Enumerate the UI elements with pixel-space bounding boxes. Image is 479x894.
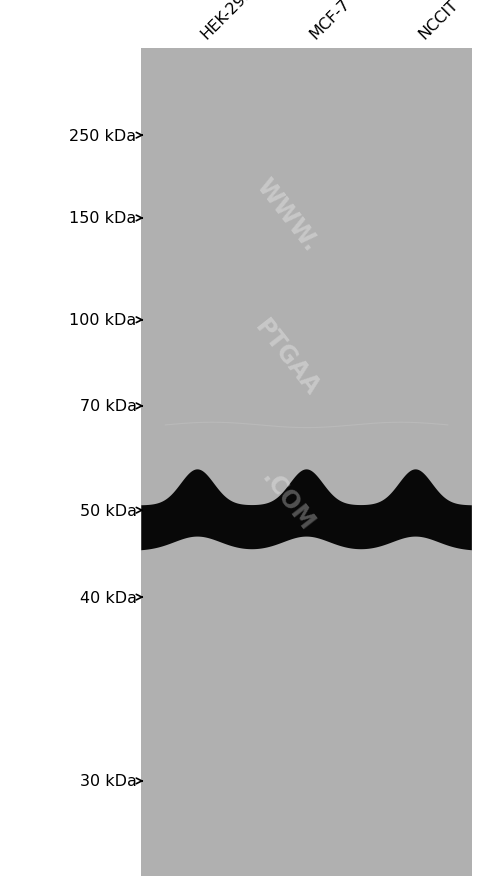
Text: 40 kDa: 40 kDa (80, 590, 137, 605)
Text: 30 kDa: 30 kDa (80, 773, 137, 789)
Text: HEK-293: HEK-293 (197, 0, 256, 42)
Polygon shape (141, 470, 472, 551)
Text: PTGAA: PTGAA (251, 315, 324, 401)
Text: 150 kDa: 150 kDa (69, 211, 137, 226)
Text: NCCIT: NCCIT (416, 0, 461, 42)
Text: WWW.: WWW. (252, 173, 323, 256)
Text: 70 kDa: 70 kDa (80, 399, 137, 414)
Text: 50 kDa: 50 kDa (80, 503, 137, 519)
Text: 100 kDa: 100 kDa (69, 313, 137, 328)
Bar (141, 49, 472, 876)
Text: 250 kDa: 250 kDa (69, 129, 137, 144)
Text: .COM: .COM (257, 466, 318, 536)
Text: MCF-7: MCF-7 (307, 0, 353, 42)
